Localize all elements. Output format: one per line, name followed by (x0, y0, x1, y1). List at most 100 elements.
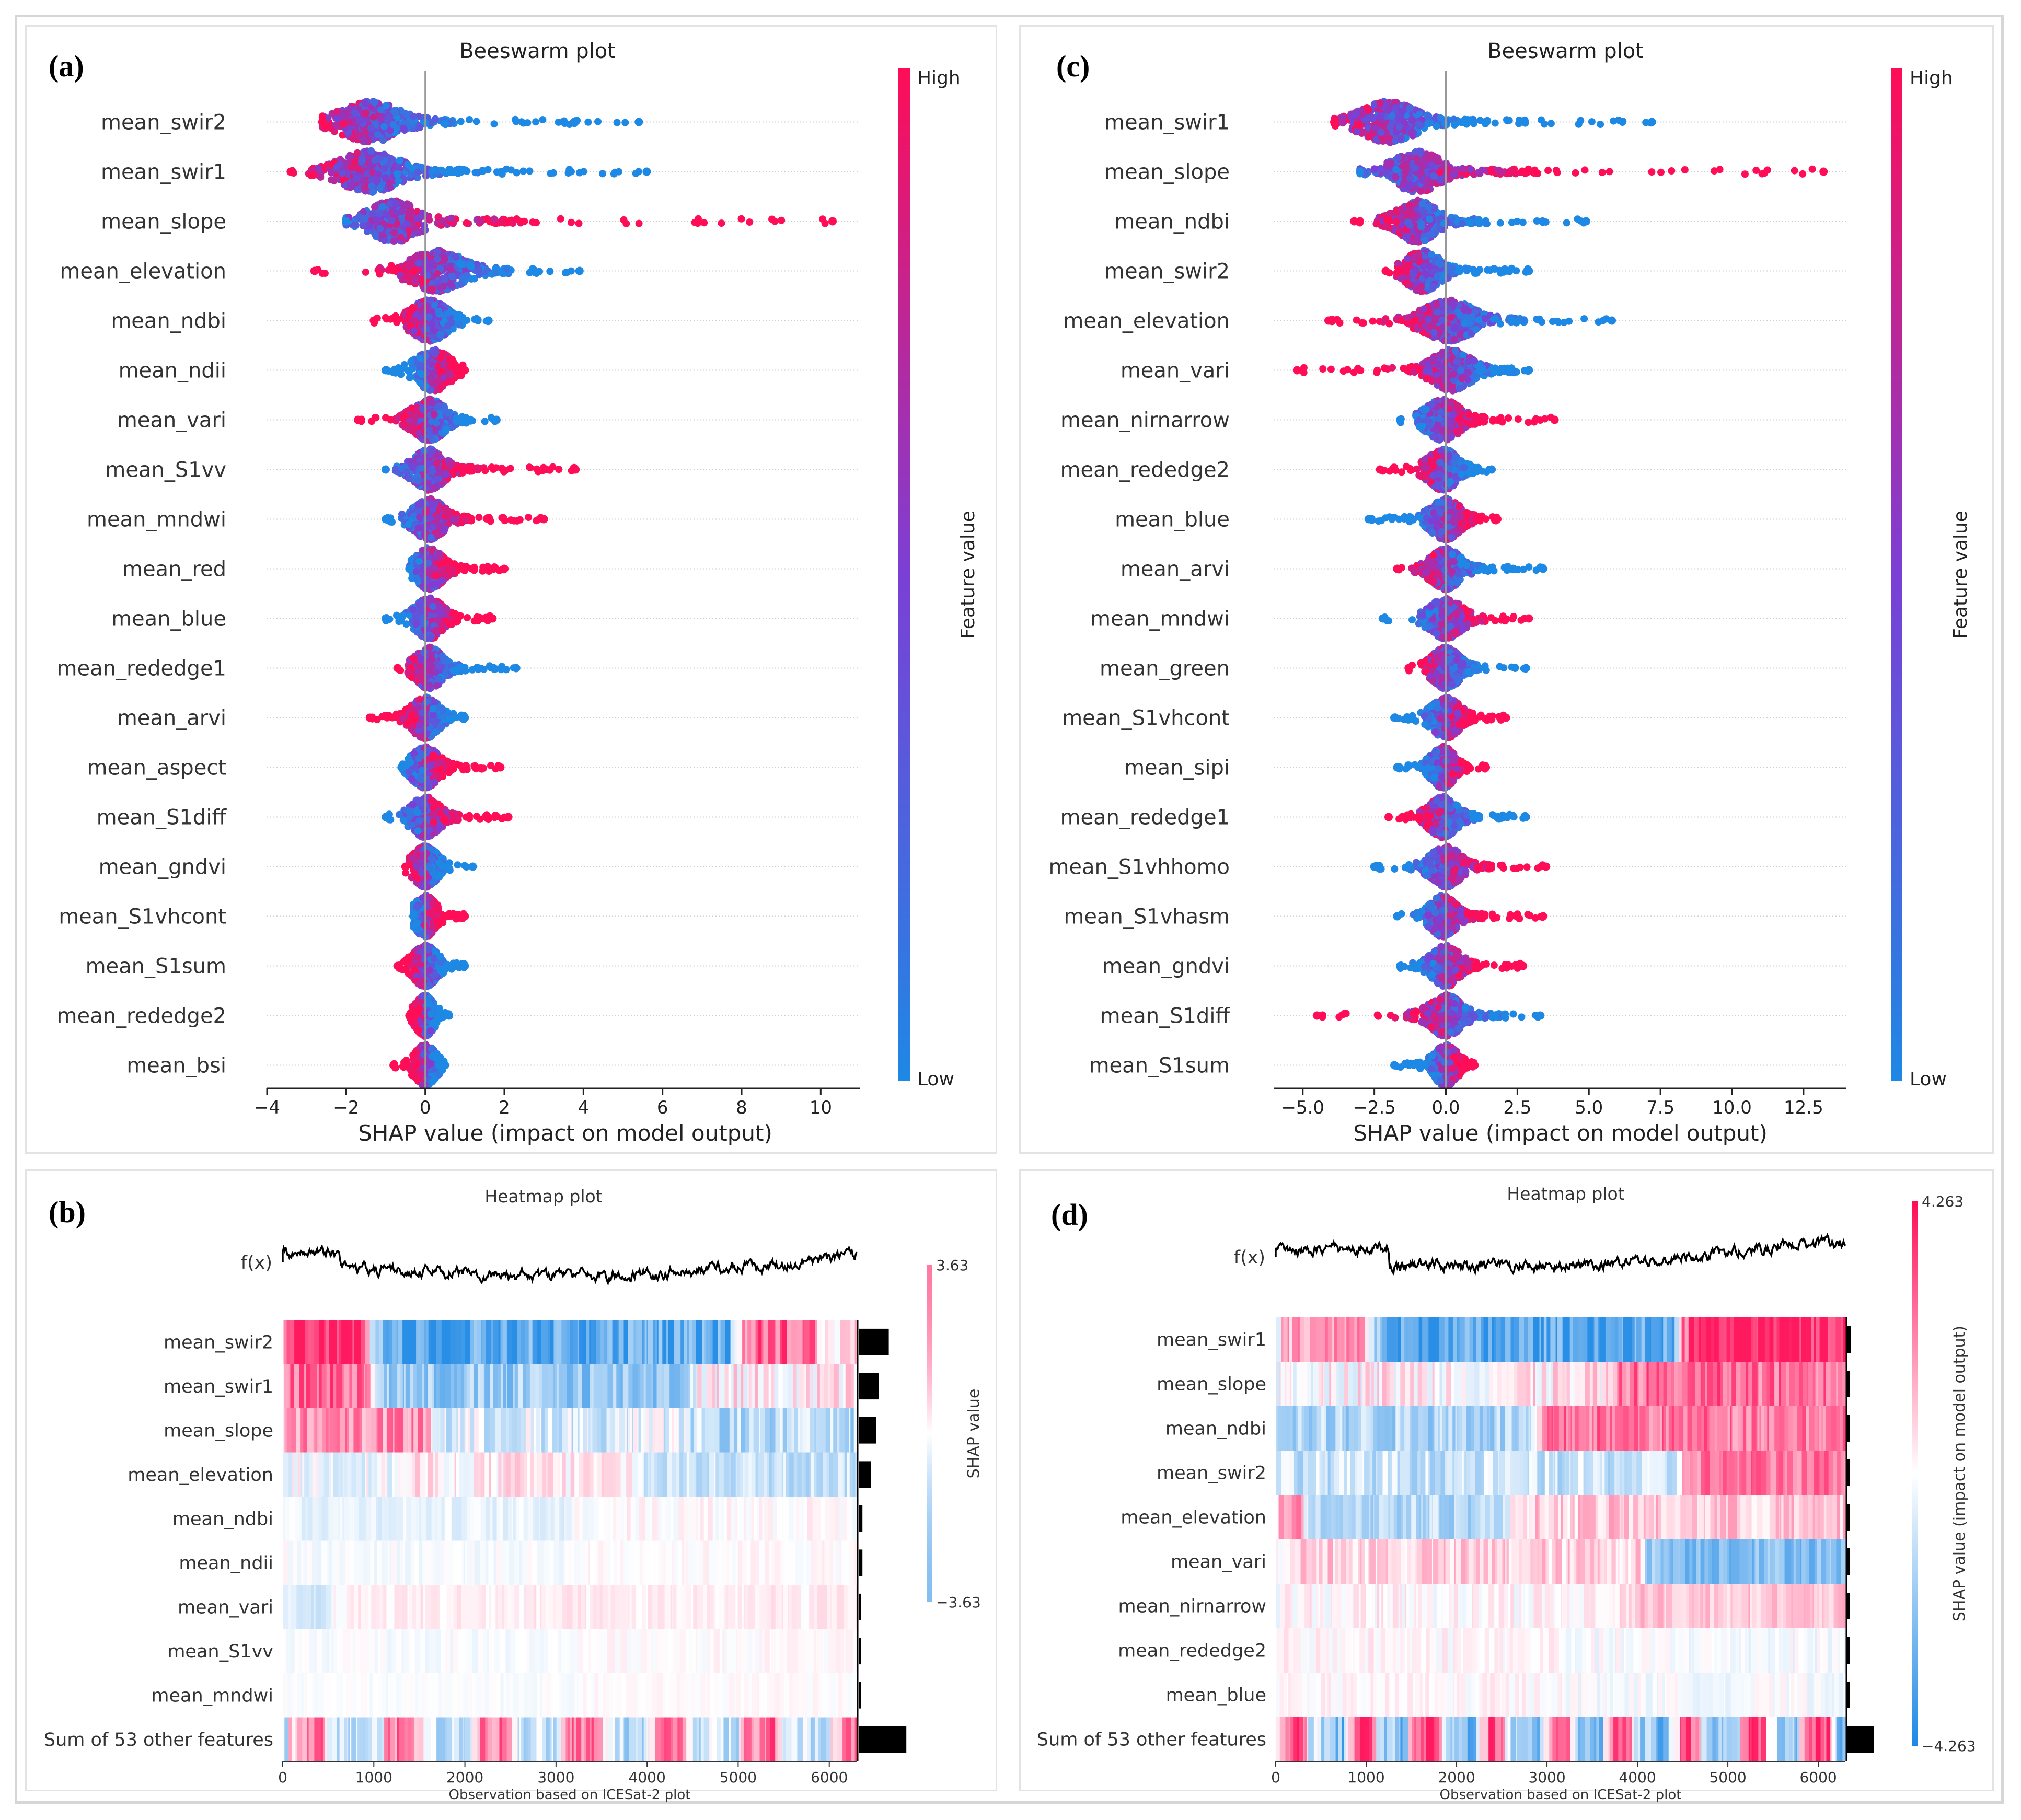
beeswarm-point (360, 222, 367, 230)
beeswarm-point (513, 169, 521, 177)
beeswarm-point (339, 131, 347, 139)
beeswarm-point (358, 158, 366, 166)
beeswarm-point (737, 215, 745, 223)
beeswarm-point (566, 168, 574, 176)
beeswarm-point (365, 222, 373, 229)
beeswarm-point (500, 468, 508, 476)
beeswarm-outlier-point (382, 614, 390, 623)
beeswarm-point (409, 463, 417, 471)
beeswarm-point (415, 430, 423, 437)
beeswarm-point (481, 418, 489, 425)
feature-label: mean_swir2 (101, 111, 226, 135)
beeswarm-outlier-point (354, 415, 362, 424)
beeswarm-point (635, 219, 643, 227)
beeswarm-point (432, 349, 440, 356)
beeswarm-point (310, 171, 318, 179)
beeswarm-point (423, 479, 431, 487)
beeswarm-point (387, 416, 395, 424)
beeswarm-point (425, 432, 433, 440)
beeswarm-outlier-point (286, 167, 295, 176)
beeswarm-point (435, 550, 443, 558)
beeswarm-point (429, 399, 436, 407)
beeswarm-outlier-point (382, 515, 390, 524)
beeswarm-row (318, 98, 643, 146)
beeswarm-point (557, 215, 564, 223)
beeswarm-point (433, 248, 441, 256)
beeswarm-point (434, 531, 442, 539)
beeswarm-point (471, 316, 479, 323)
beeswarm-point (452, 253, 459, 261)
feature-label: mean_blue (111, 607, 226, 631)
beeswarm-outlier-point (500, 564, 509, 573)
beeswarm-point (412, 567, 420, 575)
beeswarm-point (436, 284, 444, 292)
beeswarm-point (821, 219, 829, 227)
beeswarm-point (388, 217, 396, 224)
beeswarm-point (432, 627, 440, 634)
beeswarm-chart-a: Beeswarm plotmean_swir2mean_swir1mean_sl… (57, 39, 979, 1146)
beeswarm-point (432, 115, 440, 123)
beeswarm-point (405, 310, 413, 318)
beeswarm-point (318, 270, 326, 277)
beeswarm-point (408, 165, 416, 172)
beeswarm-point (414, 168, 422, 176)
beeswarm-point (348, 164, 355, 171)
beeswarm-point (414, 524, 422, 532)
beeswarm-point (367, 124, 375, 132)
beeswarm-point (359, 177, 367, 184)
beeswarm-point (349, 134, 356, 142)
beeswarm-point (497, 217, 505, 225)
beeswarm-point (356, 116, 364, 124)
beeswarm-point (347, 153, 354, 161)
beeswarm-point (409, 606, 417, 613)
beeswarm-point (394, 265, 402, 273)
beeswarm-point (317, 173, 325, 181)
beeswarm-point (443, 508, 451, 515)
panel-a-beeswarm: (a) Beeswarm plot mean_swir2 mean_swir1 mea… (25, 25, 997, 1154)
beeswarm-point (440, 527, 448, 535)
beeswarm-point (430, 411, 438, 419)
beeswarm-point (434, 475, 442, 483)
beeswarm-outlier-point (539, 515, 548, 524)
beeswarm-point (568, 218, 575, 226)
beeswarm-point (410, 112, 418, 120)
beeswarm-point (492, 564, 500, 572)
beeswarm-point (369, 113, 377, 121)
feature-label: mean_red (122, 558, 226, 582)
beeswarm-outlier-point (460, 366, 469, 375)
beeswarm-point (415, 513, 423, 521)
beeswarm-point (405, 226, 413, 234)
beeswarm-point (386, 200, 394, 207)
beeswarm-point (420, 577, 428, 585)
beeswarm-point (428, 320, 435, 328)
beeswarm-outlier-point (484, 316, 493, 325)
beeswarm-point (374, 131, 382, 139)
beeswarm-point (407, 358, 415, 366)
beeswarm-point (746, 218, 754, 226)
feature-label: mean_swir1 (101, 160, 226, 184)
beeswarm-point (458, 261, 465, 269)
beeswarm-point (561, 269, 569, 276)
beeswarm-point (427, 534, 435, 541)
beeswarm-point (368, 418, 376, 425)
beeswarm-point (448, 273, 456, 281)
beeswarm-point (360, 208, 367, 216)
beeswarm-point (533, 270, 540, 277)
beeswarm-point (481, 467, 489, 474)
beeswarm-point (575, 219, 583, 227)
beeswarm-point (435, 307, 443, 315)
beeswarm-point (499, 515, 507, 523)
beeswarm-point (438, 626, 446, 634)
beeswarm-point (377, 106, 385, 114)
beeswarm-point (613, 119, 621, 126)
beeswarm-point (352, 221, 360, 229)
beeswarm-point (385, 114, 392, 122)
beeswarm-point (429, 468, 436, 476)
beeswarm-point (371, 156, 378, 164)
beeswarm-point (448, 566, 456, 574)
beeswarm-point (718, 219, 725, 227)
beeswarm-point (470, 566, 478, 574)
beeswarm-point (362, 268, 369, 276)
figure-frame (15, 15, 2004, 1804)
beeswarm-point (599, 170, 606, 178)
